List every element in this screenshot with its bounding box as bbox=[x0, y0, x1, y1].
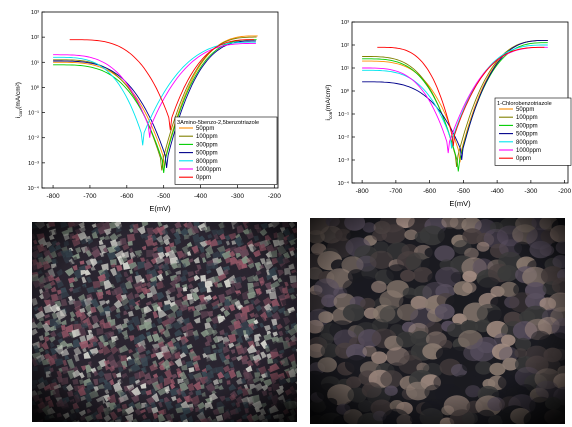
series-line bbox=[69, 39, 254, 131]
series-line bbox=[53, 41, 256, 146]
plot-frame bbox=[41, 11, 279, 189]
y-tick-label: 10⁻¹ bbox=[338, 112, 349, 118]
x-axis-label: E(mV) bbox=[449, 199, 471, 208]
legend-entry: 50ppm bbox=[516, 107, 534, 113]
legend-entry: 1000ppm bbox=[196, 167, 221, 173]
x-tick-label: -500 bbox=[157, 193, 170, 200]
legend-entry: 500ppm bbox=[516, 132, 538, 138]
x-tick-label: -700 bbox=[83, 193, 96, 200]
series-line bbox=[362, 39, 548, 167]
legend-box bbox=[174, 116, 278, 185]
legend-entry: 800ppm bbox=[196, 159, 218, 165]
chart-right-svg: -800 -700 -600 -500 -400 -300 -200 10⁻⁴ 10⁻³ 10⁻²… bbox=[325, 20, 572, 208]
x-axis-label: E(mV) bbox=[149, 204, 171, 213]
y-tick-label: 10⁰ bbox=[341, 88, 350, 95]
y-tick-label: 10⁻³ bbox=[338, 158, 349, 164]
vignette bbox=[310, 218, 565, 424]
x-tick-label: -400 bbox=[491, 188, 504, 195]
legend-entry: 0ppm bbox=[516, 156, 531, 162]
x-tick-label: -500 bbox=[457, 188, 470, 195]
x-tick-label: -700 bbox=[389, 188, 402, 195]
x-tick-label: -300 bbox=[524, 188, 537, 195]
x-tick-label: -200 bbox=[268, 193, 281, 200]
polarization-chart-left: -800 -700 -600 -500 -400 -300 -200 10⁻⁴ 10⁻³ 10⁻²… bbox=[0, 0, 300, 225]
legend-entry: 300ppm bbox=[516, 123, 538, 129]
y-tick-label: 10² bbox=[31, 35, 39, 41]
y-tick-label: 10² bbox=[341, 43, 349, 49]
legend-entry: 0ppm bbox=[196, 175, 211, 181]
y-tick-label: 10⁻¹ bbox=[28, 111, 39, 117]
micrograph-right-image bbox=[310, 218, 565, 424]
legend-entry: 100ppm bbox=[196, 134, 218, 140]
chart-left-svg: -800 -700 -600 -500 -400 -300 -200 10⁻⁴ 10⁻³ 10⁻²… bbox=[15, 10, 281, 213]
y-tick-label: 10¹ bbox=[341, 66, 349, 72]
y-tick-label: 10⁻⁴ bbox=[338, 180, 350, 187]
x-tick-label: -400 bbox=[194, 193, 207, 200]
legend-entry: 100ppm bbox=[516, 115, 538, 121]
legend-entry: 800ppm bbox=[516, 140, 538, 146]
x-tick-label: -600 bbox=[423, 188, 436, 195]
y-tick-label: 10⁻⁴ bbox=[28, 185, 40, 192]
series-line bbox=[377, 46, 545, 147]
y-tick-label: 10³ bbox=[341, 20, 349, 26]
series-line bbox=[53, 36, 257, 171]
series-line bbox=[53, 42, 256, 138]
legend-entry: 300ppm bbox=[196, 142, 218, 148]
legend-title: 3Amino-5benzo-2,5benzotriazole bbox=[177, 120, 259, 126]
micrograph-right bbox=[310, 218, 565, 424]
series-line bbox=[362, 44, 548, 149]
x-tick-label: -200 bbox=[558, 188, 571, 195]
micrograph-left bbox=[32, 222, 297, 422]
vignette bbox=[32, 222, 297, 422]
legend-entry: 500ppm bbox=[196, 151, 218, 157]
legend-entry: 1000ppm bbox=[516, 148, 541, 154]
series-line bbox=[362, 42, 548, 172]
x-tick-label: -300 bbox=[231, 193, 244, 200]
y-tick-label: 10¹ bbox=[31, 60, 39, 66]
x-tick-label: -800 bbox=[356, 188, 369, 195]
legend-entry: 50ppm bbox=[196, 126, 214, 132]
y-axis-label: icorr(mA/cm²) bbox=[15, 82, 23, 118]
polarization-chart-right: -800 -700 -600 -500 -400 -300 -200 10⁻⁴ 10⁻³ 10⁻²… bbox=[300, 0, 572, 225]
y-tick-label: 10⁻² bbox=[338, 135, 349, 141]
micrograph-left-image bbox=[32, 222, 297, 422]
y-tick-label: 10³ bbox=[31, 10, 39, 16]
y-tick-label: 10⁻³ bbox=[28, 161, 39, 167]
x-tick-label: -800 bbox=[47, 193, 60, 200]
y-tick-label: 10⁻² bbox=[28, 136, 39, 142]
legend-title: 1-Chlorobenzotriazole bbox=[497, 101, 552, 107]
series-line bbox=[362, 39, 548, 161]
y-axis-label: icorr(mA/cm²) bbox=[325, 85, 333, 121]
x-tick-label: -600 bbox=[120, 193, 133, 200]
y-tick-label: 10⁰ bbox=[31, 84, 40, 91]
